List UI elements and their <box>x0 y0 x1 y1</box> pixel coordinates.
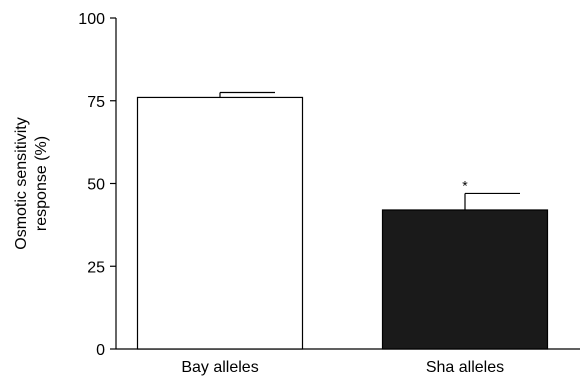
y-tick-label: 75 <box>87 94 105 111</box>
bar-bay-alleles <box>136 96 304 350</box>
y-axis-label-line: Osmotic sensitivity <box>13 117 30 249</box>
y-axis-label: Osmotic sensitivity response (%) <box>13 117 50 249</box>
x-tick-labels: Bay alleles Sha alleles <box>181 359 504 376</box>
y-tick-label: 100 <box>78 11 105 28</box>
y-ticks: 0 25 50 75 100 <box>78 11 116 359</box>
y-tick-label: 50 <box>87 177 105 194</box>
significance-marker: * <box>462 177 468 193</box>
y-tick-label: 25 <box>87 259 105 276</box>
y-axis-label-line: response (%) <box>33 136 50 231</box>
bars: * <box>136 91 549 350</box>
y-tick-label: 0 <box>96 342 105 359</box>
x-tick-label: Sha alleles <box>426 359 504 376</box>
x-tick-label: Bay alleles <box>181 359 258 376</box>
bar-sha-alleles <box>381 209 549 350</box>
